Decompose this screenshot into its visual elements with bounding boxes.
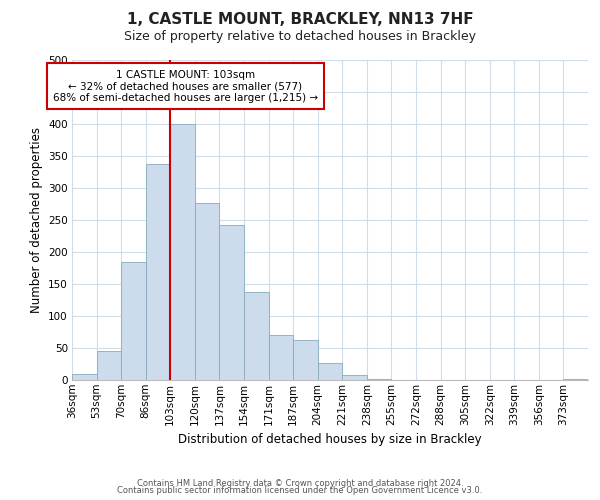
Bar <box>97 350 121 380</box>
Bar <box>146 164 170 380</box>
Bar <box>342 375 367 380</box>
Text: Contains HM Land Registry data © Crown copyright and database right 2024.: Contains HM Land Registry data © Crown c… <box>137 478 463 488</box>
Bar <box>170 124 195 380</box>
X-axis label: Distribution of detached houses by size in Brackley: Distribution of detached houses by size … <box>178 433 482 446</box>
Bar <box>293 340 318 380</box>
Bar <box>121 262 146 380</box>
Bar <box>244 292 269 380</box>
Text: Size of property relative to detached houses in Brackley: Size of property relative to detached ho… <box>124 30 476 43</box>
Text: 1 CASTLE MOUNT: 103sqm
← 32% of detached houses are smaller (577)
68% of semi-de: 1 CASTLE MOUNT: 103sqm ← 32% of detached… <box>53 70 318 103</box>
Bar <box>318 364 342 380</box>
Bar <box>269 335 293 380</box>
Bar <box>72 374 97 380</box>
Bar <box>367 378 391 380</box>
Y-axis label: Number of detached properties: Number of detached properties <box>29 127 43 313</box>
Text: Contains public sector information licensed under the Open Government Licence v3: Contains public sector information licen… <box>118 486 482 495</box>
Bar <box>220 225 244 380</box>
Bar <box>563 378 588 380</box>
Bar <box>195 202 220 380</box>
Text: 1, CASTLE MOUNT, BRACKLEY, NN13 7HF: 1, CASTLE MOUNT, BRACKLEY, NN13 7HF <box>127 12 473 28</box>
